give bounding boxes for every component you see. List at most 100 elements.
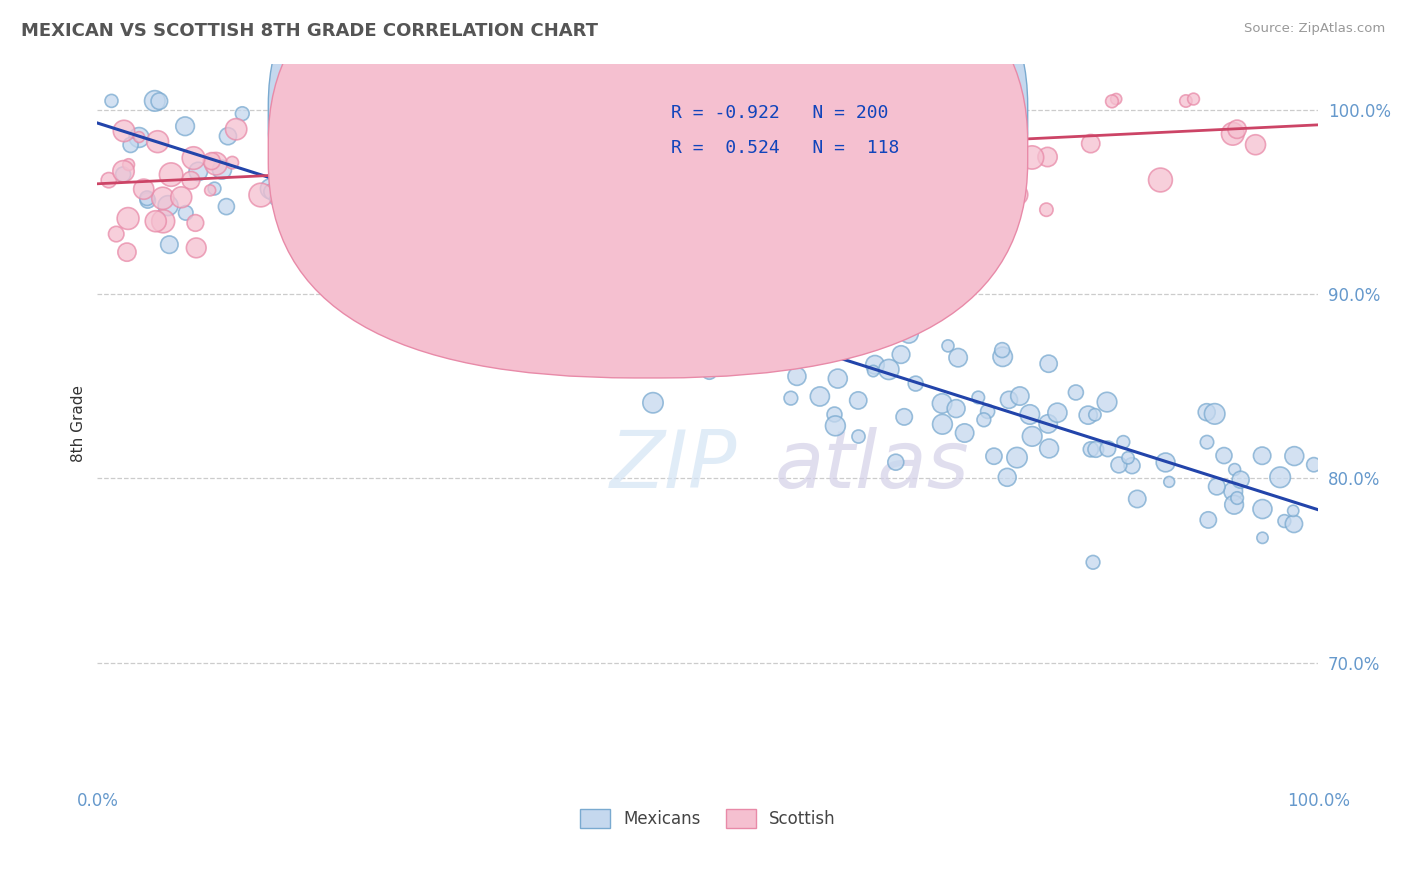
Point [488, 186, 510, 200]
Point [342, 154, 364, 169]
Point [1244, 137, 1267, 152]
Point [413, 147, 436, 161]
Point [367, 162, 389, 177]
Point [976, 404, 998, 418]
Point [215, 200, 238, 214]
Point [367, 138, 389, 153]
Point [231, 106, 253, 120]
Point [1182, 92, 1205, 106]
Point [314, 189, 336, 203]
Point [893, 409, 915, 424]
Point [420, 231, 443, 245]
Point [340, 212, 363, 227]
Point [1038, 442, 1060, 456]
Point [425, 206, 447, 220]
Point [112, 124, 135, 138]
Point [225, 122, 247, 136]
Point [963, 113, 986, 128]
Point [897, 326, 920, 341]
Point [737, 136, 759, 151]
Point [676, 156, 699, 170]
Point [752, 166, 775, 180]
Point [882, 318, 904, 333]
Text: Source: ZipAtlas.com: Source: ZipAtlas.com [1244, 22, 1385, 36]
Point [1126, 491, 1149, 506]
Point [565, 262, 588, 277]
Point [610, 115, 633, 129]
Point [461, 275, 484, 289]
Point [1226, 491, 1249, 505]
Point [433, 137, 456, 152]
Point [157, 237, 180, 252]
Point [333, 214, 356, 228]
Point [415, 187, 437, 202]
Y-axis label: 8th Grade: 8th Grade [72, 384, 86, 462]
Point [716, 263, 738, 277]
Point [117, 211, 139, 226]
Point [533, 119, 555, 133]
Point [136, 194, 159, 208]
Point [399, 183, 422, 197]
Point [508, 161, 530, 175]
Point [870, 148, 893, 162]
Point [648, 196, 671, 211]
Point [347, 221, 370, 235]
Point [602, 234, 624, 248]
Point [641, 396, 664, 410]
Point [198, 183, 221, 197]
Point [1105, 92, 1128, 106]
Point [434, 186, 457, 201]
Point [1021, 151, 1043, 165]
Point [433, 187, 456, 202]
Point [454, 271, 477, 285]
Point [499, 235, 522, 249]
Point [373, 226, 395, 240]
Point [643, 293, 665, 307]
Point [170, 190, 193, 204]
Point [748, 274, 770, 288]
Point [211, 162, 233, 177]
Point [347, 218, 370, 232]
Point [1222, 484, 1244, 499]
Point [959, 147, 981, 161]
Point [534, 251, 557, 265]
Point [699, 365, 721, 379]
Point [332, 210, 354, 224]
Point [128, 130, 150, 145]
Point [1038, 357, 1060, 371]
Point [105, 227, 128, 241]
Text: R = -0.922   N = 200: R = -0.922 N = 200 [671, 103, 889, 121]
Text: ZIP: ZIP [610, 427, 738, 505]
Point [152, 191, 174, 205]
Point [1046, 406, 1069, 420]
Point [294, 240, 316, 254]
Point [499, 234, 522, 248]
Point [259, 182, 281, 196]
Point [287, 98, 309, 112]
Point [301, 223, 323, 237]
Point [381, 153, 404, 168]
Point [928, 96, 950, 111]
Point [558, 223, 581, 237]
Point [1008, 389, 1031, 403]
Point [503, 135, 526, 149]
Point [723, 281, 745, 295]
Point [621, 293, 644, 307]
Point [420, 158, 443, 172]
Point [427, 223, 450, 237]
Point [484, 144, 506, 158]
Point [1084, 442, 1107, 457]
Point [792, 131, 814, 145]
Point [481, 279, 503, 293]
Point [1159, 475, 1181, 489]
Point [945, 401, 967, 416]
Point [598, 314, 620, 328]
Point [991, 350, 1014, 364]
Point [1112, 435, 1135, 450]
Point [128, 130, 150, 145]
Point [1222, 127, 1244, 141]
Point [1036, 150, 1059, 164]
Point [998, 392, 1021, 407]
Point [184, 216, 207, 230]
Point [186, 241, 208, 255]
